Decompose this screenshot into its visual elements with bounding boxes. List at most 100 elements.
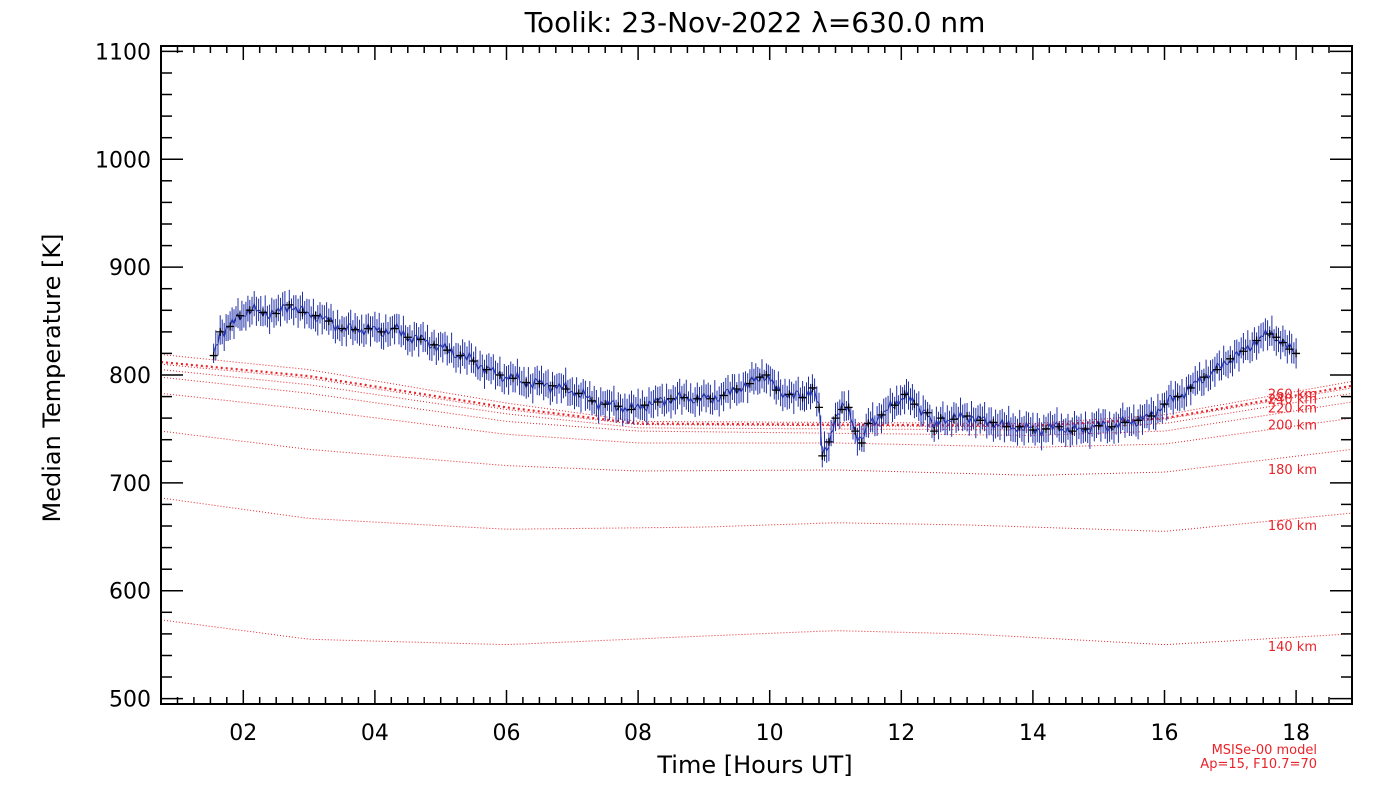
data-point-21 xyxy=(469,356,478,365)
data-point-26 xyxy=(535,379,544,388)
data-point-46 xyxy=(785,390,794,399)
data-point-89 xyxy=(1265,330,1274,339)
model-curve-label-2: 180 km xyxy=(1268,463,1317,478)
data-point-36 xyxy=(666,394,675,403)
data-point-71 xyxy=(1028,426,1037,435)
x-tick-label: 12 xyxy=(887,721,915,746)
x-axis-label: Time [Hours UT] xyxy=(656,751,852,779)
data-point-93 xyxy=(1292,349,1301,358)
data-point-9 xyxy=(311,311,320,320)
data-point-75 xyxy=(1081,424,1090,433)
data-point-88 xyxy=(1252,336,1261,345)
data-point-78 xyxy=(1120,418,1129,427)
data-point-50 xyxy=(818,451,827,460)
data-point-69 xyxy=(1002,422,1011,431)
data-point-22 xyxy=(482,365,491,374)
data-point-33 xyxy=(627,405,636,414)
x-tick-label: 18 xyxy=(1282,721,1310,746)
data-point-16 xyxy=(403,333,412,342)
y-axis-label: Median Temperature [K] xyxy=(38,233,66,522)
y-tick-label: 500 xyxy=(109,688,151,713)
model-curve-1 xyxy=(161,497,1352,532)
data-point-70 xyxy=(1015,422,1024,431)
data-point-17 xyxy=(416,335,425,344)
data-point-42 xyxy=(745,379,754,388)
data-point-90 xyxy=(1272,333,1281,342)
data-point-10 xyxy=(324,317,333,326)
data-point-77 xyxy=(1107,422,1116,431)
data-point-12 xyxy=(351,325,360,334)
data-point-58 xyxy=(877,410,886,419)
data-point-49 xyxy=(815,403,824,412)
model-curve-label-3: 200 km xyxy=(1268,419,1317,434)
y-tick-label: 1100 xyxy=(95,40,151,65)
x-tick-label: 10 xyxy=(756,721,784,746)
data-point-57 xyxy=(864,419,873,428)
data-point-65 xyxy=(949,415,958,424)
y-tick-label: 600 xyxy=(109,580,151,605)
data-point-76 xyxy=(1094,421,1103,430)
data-point-63 xyxy=(930,427,939,436)
x-tick-label: 02 xyxy=(229,721,257,746)
data-point-91 xyxy=(1278,338,1287,347)
data-point-34 xyxy=(640,401,649,410)
data-point-86 xyxy=(1226,354,1235,363)
model-curve-label-6: 260 km xyxy=(1268,387,1317,402)
data-point-47 xyxy=(798,393,807,402)
x-tick-label: 08 xyxy=(624,721,652,746)
data-point-39 xyxy=(706,394,715,403)
data-point-68 xyxy=(989,418,998,427)
data-point-60 xyxy=(900,390,909,399)
data-point-2 xyxy=(226,322,235,331)
x-tick-label: 14 xyxy=(1019,721,1047,746)
data-point-56 xyxy=(857,438,866,447)
data-point-64 xyxy=(936,414,945,423)
data-point-6 xyxy=(272,309,281,318)
data-point-14 xyxy=(377,327,386,336)
data-point-74 xyxy=(1068,427,1077,436)
y-tick-label: 700 xyxy=(109,472,151,497)
data-point-53 xyxy=(838,405,847,414)
data-point-82 xyxy=(1173,392,1182,401)
y-tick-label: 1000 xyxy=(95,148,151,173)
ticks-group xyxy=(161,46,1352,704)
data-point-61 xyxy=(910,400,919,409)
data-point-13 xyxy=(364,324,373,333)
data-point-80 xyxy=(1147,411,1156,420)
model-curve-label-5: 240 km xyxy=(1268,393,1317,408)
data-point-15 xyxy=(390,324,399,333)
data-point-41 xyxy=(732,385,741,394)
x-tick-label: 04 xyxy=(361,721,389,746)
model-curve-label-0: 140 km xyxy=(1268,640,1317,655)
data-point-73 xyxy=(1055,422,1064,431)
data-point-85 xyxy=(1213,365,1222,374)
data-point-81 xyxy=(1160,400,1169,409)
data-point-48 xyxy=(808,383,817,392)
data-point-79 xyxy=(1134,416,1143,425)
data-point-29 xyxy=(574,389,583,398)
model-params-annotation: Ap=15, F10.7=70 xyxy=(1200,757,1317,772)
data-point-51 xyxy=(824,437,833,446)
data-point-45 xyxy=(772,386,781,395)
data-point-20 xyxy=(456,351,465,360)
data-point-37 xyxy=(680,393,689,402)
model-curve-2 xyxy=(161,430,1352,476)
data-point-59 xyxy=(890,401,899,410)
data-point-24 xyxy=(509,374,518,383)
data-point-23 xyxy=(495,371,504,379)
data-point-27 xyxy=(548,381,557,390)
data-point-87 xyxy=(1239,347,1248,356)
data-point-28 xyxy=(561,385,570,394)
data-point-19 xyxy=(443,346,452,355)
data-point-40 xyxy=(719,391,728,400)
data-point-72 xyxy=(1042,424,1051,433)
data-point-4 xyxy=(245,306,254,315)
data-point-5 xyxy=(258,308,267,317)
y-tick-label: 900 xyxy=(109,256,151,281)
data-point-32 xyxy=(614,402,623,411)
data-point-3 xyxy=(235,311,244,320)
data-point-62 xyxy=(923,408,932,417)
data-point-83 xyxy=(1186,383,1195,392)
